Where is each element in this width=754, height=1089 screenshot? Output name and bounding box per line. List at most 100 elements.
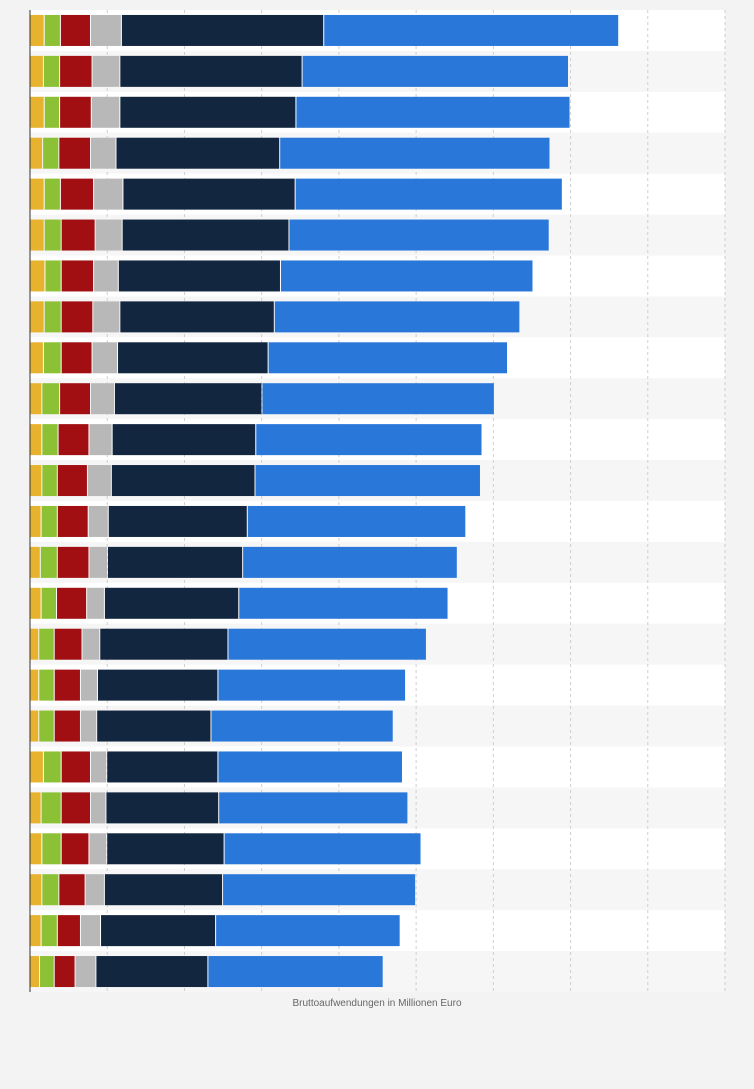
bar-2004-series-5 <box>104 587 239 619</box>
bar-2001-series-4 <box>80 710 97 742</box>
bar-2014-series-2 <box>44 178 60 210</box>
bar-2002-series-5 <box>97 669 218 701</box>
bar-2011-series-5 <box>120 301 274 333</box>
bar-2008-series-4 <box>89 424 112 456</box>
bar-2012-series-1 <box>30 260 45 292</box>
bar-2012-series-6 <box>280 260 533 292</box>
bar-2018-series-4 <box>91 14 121 46</box>
bar-2012-series-4 <box>94 260 118 292</box>
bar-2006-series-5 <box>108 505 247 537</box>
bar-1995-series-6 <box>208 956 383 988</box>
bar-2012-series-5 <box>118 260 280 292</box>
bar-2007-series-4 <box>87 465 111 497</box>
bar-1996-series-3 <box>57 915 80 947</box>
bar-2015-series-5 <box>116 137 280 169</box>
bar-2003-series-1 <box>30 628 39 660</box>
bar-2017-series-2 <box>43 55 60 87</box>
bar-2013-series-2 <box>44 219 61 251</box>
bar-1995-series-2 <box>40 956 54 988</box>
bar-2010-series-2 <box>43 342 61 374</box>
bar-2015-series-2 <box>43 137 59 169</box>
x-axis-title: Bruttoaufwendungen in Millionen Euro <box>292 998 462 1009</box>
bar-2008-series-5 <box>112 424 256 456</box>
bar-2009-series-2 <box>42 383 60 415</box>
bar-2011-series-4 <box>93 301 120 333</box>
bar-2015-series-1 <box>30 137 43 169</box>
bar-2010-series-4 <box>92 342 118 374</box>
bar-2000-series-2 <box>43 751 61 783</box>
bar-1997-series-2 <box>42 874 59 906</box>
bar-2000-series-6 <box>218 751 402 783</box>
bar-1999-series-6 <box>219 792 408 824</box>
bar-1998-series-3 <box>61 833 89 865</box>
bar-2002-series-4 <box>80 669 97 701</box>
bar-2011-series-2 <box>44 301 61 333</box>
bar-2013-series-3 <box>61 219 95 251</box>
bar-2009-series-4 <box>91 383 114 415</box>
bar-2000-series-5 <box>107 751 218 783</box>
bar-2001-series-3 <box>54 710 80 742</box>
bar-2011-series-6 <box>274 301 520 333</box>
bar-2012-series-2 <box>45 260 61 292</box>
bar-2003-series-3 <box>54 628 82 660</box>
bar-2003-series-6 <box>228 628 426 660</box>
bar-2008-series-2 <box>42 424 58 456</box>
bar-2004-series-1 <box>30 587 41 619</box>
bar-2002-series-3 <box>54 669 80 701</box>
bar-2016-series-4 <box>91 96 120 128</box>
bar-2013-series-5 <box>122 219 289 251</box>
bar-1999-series-4 <box>91 792 106 824</box>
bar-1996-series-4 <box>80 915 101 947</box>
bar-2012-series-3 <box>61 260 94 292</box>
bar-2010-series-1 <box>30 342 43 374</box>
bar-2010-series-6 <box>268 342 508 374</box>
bar-2006-series-2 <box>41 505 57 537</box>
bar-2013-series-6 <box>289 219 549 251</box>
bar-2009-series-3 <box>60 383 91 415</box>
bar-2017-series-3 <box>60 55 92 87</box>
bar-2009-series-6 <box>262 383 494 415</box>
bar-2017-series-1 <box>30 55 43 87</box>
bar-2011-series-1 <box>30 301 44 333</box>
bar-1999-series-2 <box>41 792 61 824</box>
bar-2001-series-1 <box>30 710 39 742</box>
bar-2006-series-1 <box>30 505 41 537</box>
bar-2004-series-4 <box>87 587 104 619</box>
bar-2002-series-6 <box>218 669 406 701</box>
bar-2006-series-4 <box>88 505 108 537</box>
bar-1998-series-6 <box>224 833 421 865</box>
bar-2013-series-1 <box>30 219 44 251</box>
bar-2008-series-3 <box>58 424 89 456</box>
bar-2004-series-3 <box>57 587 87 619</box>
bar-2003-series-5 <box>100 628 228 660</box>
bar-1998-series-5 <box>107 833 224 865</box>
bar-2016-series-2 <box>44 96 60 128</box>
bar-2010-series-5 <box>118 342 268 374</box>
bar-2007-series-5 <box>111 465 255 497</box>
bar-2015-series-4 <box>91 137 116 169</box>
bar-2018-series-5 <box>121 14 324 46</box>
bar-1996-series-6 <box>216 915 400 947</box>
bar-1998-series-2 <box>42 833 61 865</box>
bar-1995-series-3 <box>54 956 75 988</box>
bar-2001-series-6 <box>211 710 393 742</box>
bar-2017-series-4 <box>92 55 120 87</box>
bar-2016-series-3 <box>60 96 91 128</box>
bar-1995-series-5 <box>96 956 208 988</box>
bar-1999-series-3 <box>61 792 91 824</box>
bar-1999-series-1 <box>30 792 41 824</box>
bar-2016-series-5 <box>120 96 296 128</box>
bar-1998-series-1 <box>30 833 42 865</box>
bar-2008-series-1 <box>30 424 42 456</box>
bar-2009-series-5 <box>114 383 262 415</box>
bar-2008-series-6 <box>256 424 482 456</box>
bar-2017-series-5 <box>120 55 302 87</box>
bar-2018-series-2 <box>44 14 60 46</box>
bar-2016-series-1 <box>30 96 44 128</box>
bar-1996-series-2 <box>41 915 57 947</box>
bar-2016-series-6 <box>296 96 570 128</box>
bar-1997-series-5 <box>104 874 223 906</box>
bar-2014-series-3 <box>60 178 94 210</box>
